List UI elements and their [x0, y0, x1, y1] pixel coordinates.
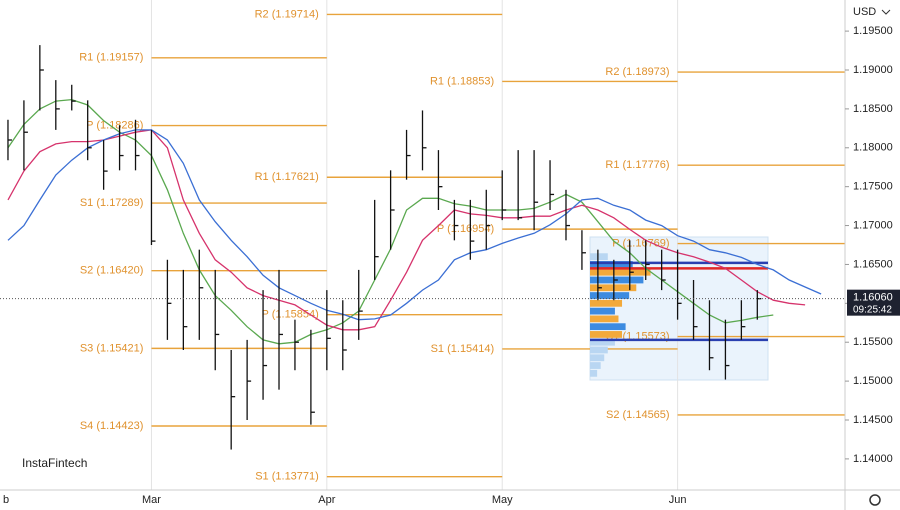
y-tick-label: 1.14500	[853, 414, 893, 426]
profile-bar	[590, 268, 651, 276]
y-tick-label: 1.19500	[853, 25, 893, 37]
y-tick-label: 1.18000	[853, 142, 893, 154]
ma-line	[7, 129, 822, 321]
x-tick-label: May	[492, 494, 513, 506]
currency[interactable]: USD	[853, 6, 876, 18]
y-tick-label: 1.17000	[853, 219, 893, 231]
profile-bar	[590, 299, 623, 307]
profile-bar	[590, 362, 601, 369]
pivot-label: S4 (1.14423)	[80, 420, 144, 432]
y-tick-label: 1.18500	[853, 103, 893, 115]
last-price-box	[847, 289, 900, 316]
profile-bar	[590, 331, 623, 338]
x-tick-label: b	[3, 494, 9, 506]
profile-bar	[590, 354, 605, 362]
x-tick-label: Jun	[669, 494, 687, 506]
pivot-label: R2 (1.18973)	[605, 66, 669, 78]
profile-bar	[590, 284, 637, 292]
last-price-label: 1.16060	[853, 292, 893, 304]
x-tick-label: Apr	[318, 494, 335, 506]
pivot-label: S1 (1.15414)	[431, 343, 495, 355]
ma-line	[7, 129, 806, 331]
y-tick-label: 1.17500	[853, 181, 893, 193]
currency-chevron[interactable]	[881, 9, 891, 15]
y-tick-label: 1.19000	[853, 64, 893, 76]
profile-bar	[590, 307, 615, 315]
pivot-label: P (1.16954)	[437, 223, 494, 235]
profile-bar	[590, 292, 630, 299]
profile-bar	[590, 261, 633, 268]
settings-icon[interactable]	[869, 494, 881, 506]
watermark: InstaFintech	[22, 456, 87, 470]
pivot-label: R1 (1.17776)	[605, 159, 669, 171]
profile-bar	[590, 323, 626, 331]
pivot-label: S3 (1.15421)	[80, 342, 144, 354]
pivot-label: R1 (1.18853)	[430, 75, 494, 87]
x-tick-label: Mar	[142, 494, 161, 506]
profile-box	[589, 236, 769, 381]
last-price-time: 09:25:42	[853, 304, 892, 315]
watermark-box	[16, 444, 132, 482]
pivot-label: S1 (1.17289)	[80, 197, 144, 209]
profile-bar	[590, 338, 615, 346]
pivot-label: P (1.16769)	[612, 237, 669, 249]
profile-bar	[590, 346, 608, 354]
pivot-label: S1 (1.13771)	[255, 471, 319, 483]
pivot-label: R1 (1.19157)	[79, 52, 143, 64]
pivot-label: R1 (1.17621)	[255, 171, 319, 183]
profile-bar	[590, 315, 619, 323]
pivot-label: S2 (1.14565)	[606, 409, 670, 421]
pivot-label: R2 (1.19714)	[255, 8, 319, 20]
profile-bar	[590, 369, 598, 377]
pivot-label: P (1.18286)	[86, 119, 143, 131]
y-tick-label: 1.15500	[853, 336, 893, 348]
y-tick-label: 1.15000	[853, 375, 893, 387]
pivot-label: S2 (1.16420)	[80, 265, 144, 277]
y-tick-label: 1.14000	[853, 453, 893, 465]
y-tick-label: 1.16500	[853, 258, 893, 270]
plot: R1 (1.19157) P (1.18286) S1 (1.17289) S2 (1…	[0, 0, 845, 490]
profile-bar	[590, 253, 608, 261]
